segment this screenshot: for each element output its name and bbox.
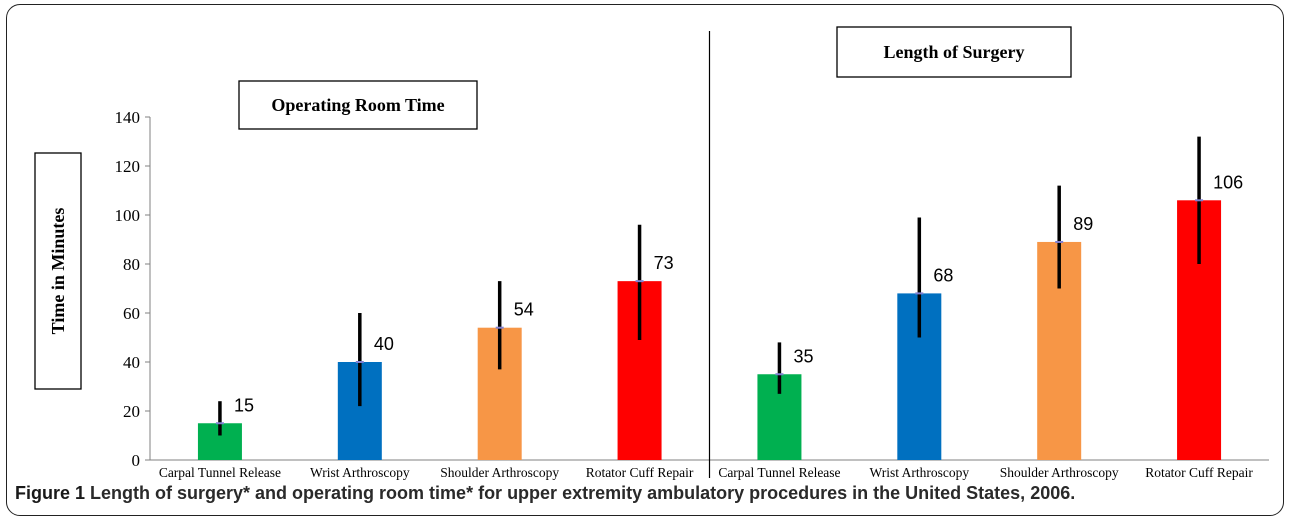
- y-tick-label: 60: [123, 304, 140, 323]
- y-tick-label: 0: [132, 451, 141, 470]
- x-tick-label: Shoulder Arthroscopy: [440, 465, 559, 480]
- y-tick-label: 80: [123, 255, 140, 274]
- data-label: 15: [234, 395, 254, 415]
- panel-title: Operating Room Time: [271, 95, 444, 115]
- y-tick-label: 120: [115, 157, 141, 176]
- data-label: 35: [793, 346, 813, 366]
- y-tick-label: 40: [123, 353, 140, 372]
- data-label: 54: [514, 300, 534, 320]
- y-axis-label: Time in Minutes: [48, 208, 68, 335]
- x-tick-label: Rotator Cuff Repair: [1145, 465, 1253, 480]
- y-tick-label: 140: [115, 108, 141, 127]
- bar-chart: 0 20 40 60 80 100 120 140 Time in Minutes Operati…: [34, 26, 1269, 480]
- data-label: 73: [654, 253, 674, 273]
- figure-caption: Figure 1 Length of surgery* and operatin…: [15, 483, 1277, 504]
- panel-title-box: [836, 26, 1072, 78]
- data-label: 106: [1213, 172, 1243, 192]
- x-tick-label: Wrist Arthroscopy: [310, 465, 410, 480]
- figure-frame: 0 20 40 60 80 100 120 140 Time in Minutes Operati…: [6, 4, 1284, 516]
- figure-caption-text: Length of surgery* and operating room ti…: [90, 483, 1076, 503]
- data-label: 89: [1073, 214, 1093, 234]
- x-tick-label: Shoulder Arthroscopy: [1000, 465, 1119, 480]
- x-tick-label: Carpal Tunnel Release: [159, 465, 281, 480]
- y-axis-label-box: [34, 152, 82, 390]
- data-label: 40: [374, 334, 394, 354]
- y-tick-label: 20: [123, 402, 140, 421]
- data-label: 68: [933, 265, 953, 285]
- y-tick-label: 100: [115, 206, 141, 225]
- panel-title-box: [238, 80, 478, 130]
- panel-title: Length of Surgery: [884, 42, 1025, 62]
- x-tick-label: Carpal Tunnel Release: [718, 465, 840, 480]
- figure-caption-label: Figure 1: [15, 483, 86, 503]
- x-tick-label: Wrist Arthroscopy: [870, 465, 970, 480]
- x-tick-label: Rotator Cuff Repair: [586, 465, 694, 480]
